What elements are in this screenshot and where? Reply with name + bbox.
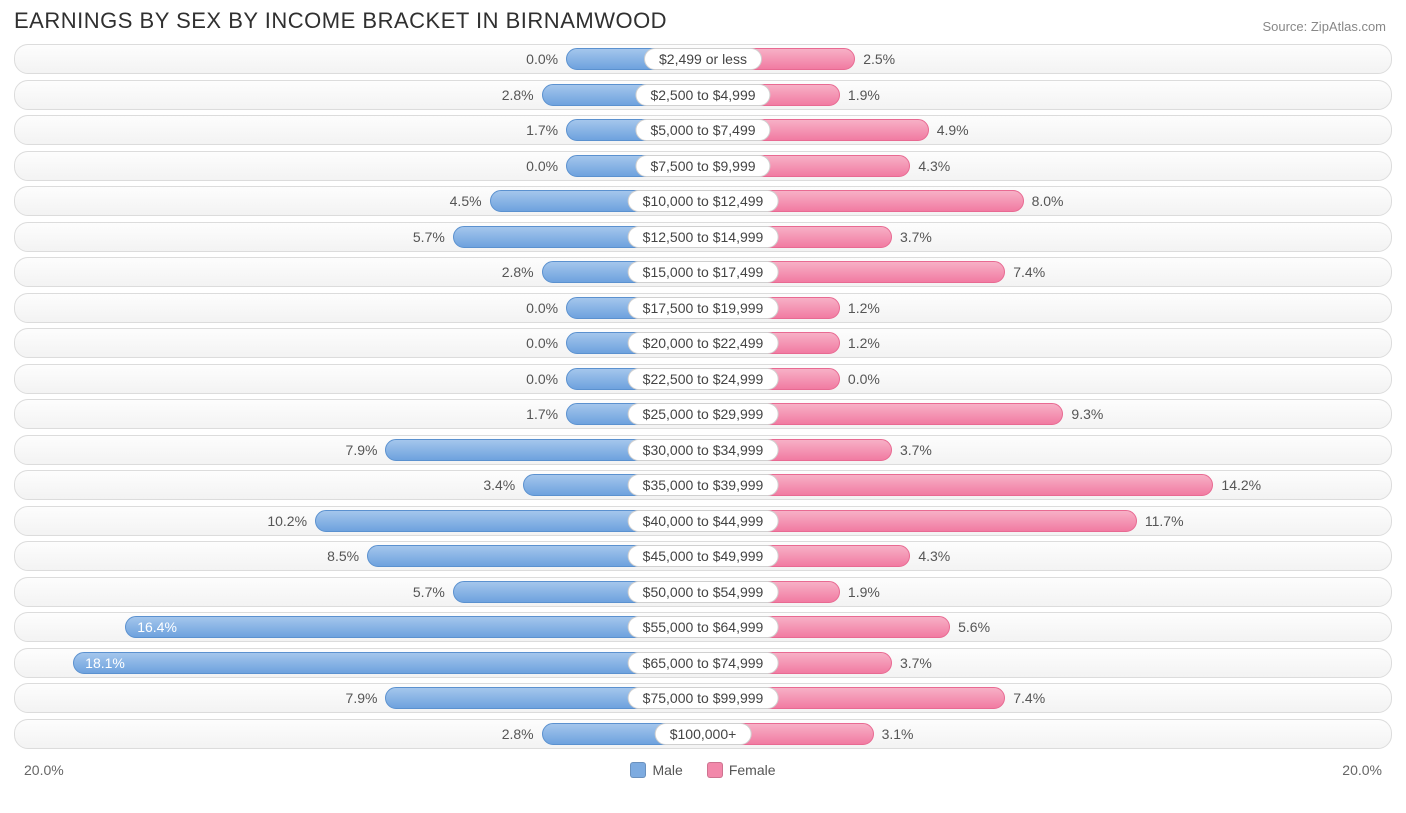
male-value-label: 0.0% — [526, 51, 558, 67]
legend-female-label: Female — [729, 762, 776, 778]
male-value-label: 0.0% — [526, 300, 558, 316]
female-value-label: 3.7% — [900, 229, 932, 245]
male-bar — [73, 652, 703, 674]
female-value-label: 2.5% — [863, 51, 895, 67]
legend: Male Female — [630, 762, 775, 778]
female-value-label: 7.4% — [1013, 264, 1045, 280]
female-value-label: 1.2% — [848, 300, 880, 316]
chart-row: 4.5% 8.0% $10,000 to $12,499 — [14, 186, 1392, 216]
butterfly-chart: 0.0% 2.5% $2,499 or less 2.8% 1.9% $2,500 to … — [0, 44, 1406, 758]
category-pill: $100,000+ — [655, 723, 752, 745]
male-value-label: 3.4% — [483, 477, 515, 493]
category-pill: $55,000 to $64,999 — [628, 616, 779, 638]
male-value-label: 10.2% — [267, 513, 307, 529]
chart-row: 7.9% 7.4% $75,000 to $99,999 — [14, 683, 1392, 713]
male-value-label: 2.8% — [502, 726, 534, 742]
category-pill: $25,000 to $29,999 — [628, 403, 779, 425]
chart-row: 10.2% 11.7% $40,000 to $44,999 — [14, 506, 1392, 536]
female-value-label: 7.4% — [1013, 690, 1045, 706]
female-value-label: 3.7% — [900, 442, 932, 458]
male-value-label: 0.0% — [526, 335, 558, 351]
male-value-label: 8.5% — [327, 548, 359, 564]
category-pill: $17,500 to $19,999 — [628, 297, 779, 319]
male-value-label: 2.8% — [502, 264, 534, 280]
chart-row: 0.0% 1.2% $17,500 to $19,999 — [14, 293, 1392, 323]
male-value-label: 5.7% — [413, 229, 445, 245]
female-value-label: 5.6% — [958, 619, 990, 635]
female-value-label: 4.3% — [918, 548, 950, 564]
category-pill: $65,000 to $74,999 — [628, 652, 779, 674]
chart-row: 1.7% 4.9% $5,000 to $7,499 — [14, 115, 1392, 145]
chart-row: 7.9% 3.7% $30,000 to $34,999 — [14, 435, 1392, 465]
chart-row: 3.4% 14.2% $35,000 to $39,999 — [14, 470, 1392, 500]
category-pill: $15,000 to $17,499 — [628, 261, 779, 283]
female-value-label: 0.0% — [848, 371, 880, 387]
axis-right-label: 20.0% — [1342, 762, 1382, 778]
chart-row: 5.7% 3.7% $12,500 to $14,999 — [14, 222, 1392, 252]
category-pill: $2,500 to $4,999 — [635, 84, 770, 106]
male-value-label: 4.5% — [450, 193, 482, 209]
chart-row: 16.4% 5.6% $55,000 to $64,999 — [14, 612, 1392, 642]
female-value-label: 14.2% — [1221, 477, 1261, 493]
chart-row: 0.0% 2.5% $2,499 or less — [14, 44, 1392, 74]
category-pill: $20,000 to $22,499 — [628, 332, 779, 354]
female-value-label: 3.7% — [900, 655, 932, 671]
female-value-label: 11.7% — [1145, 513, 1184, 529]
category-pill: $35,000 to $39,999 — [628, 474, 779, 496]
male-value-label: 7.9% — [346, 442, 378, 458]
female-swatch — [707, 762, 723, 778]
chart-title: EARNINGS BY SEX BY INCOME BRACKET IN BIR… — [14, 8, 667, 34]
chart-row: 0.0% 4.3% $7,500 to $9,999 — [14, 151, 1392, 181]
male-swatch — [630, 762, 646, 778]
category-pill: $12,500 to $14,999 — [628, 226, 779, 248]
female-value-label: 3.1% — [882, 726, 914, 742]
chart-row: 5.7% 1.9% $50,000 to $54,999 — [14, 577, 1392, 607]
axis-left-label: 20.0% — [24, 762, 64, 778]
category-pill: $50,000 to $54,999 — [628, 581, 779, 603]
chart-header: EARNINGS BY SEX BY INCOME BRACKET IN BIR… — [0, 0, 1406, 44]
category-pill: $40,000 to $44,999 — [628, 510, 779, 532]
category-pill: $5,000 to $7,499 — [635, 119, 770, 141]
male-value-label: 1.7% — [526, 122, 558, 138]
axis-row: 20.0% Male Female 20.0% — [0, 758, 1406, 778]
female-value-label: 1.9% — [848, 584, 880, 600]
female-value-label: 1.2% — [848, 335, 880, 351]
legend-male-label: Male — [652, 762, 682, 778]
male-value-label: 0.0% — [526, 371, 558, 387]
chart-row: 2.8% 3.1% $100,000+ — [14, 719, 1392, 749]
male-value-label: 2.8% — [502, 87, 534, 103]
chart-row: 0.0% 0.0% $22,500 to $24,999 — [14, 364, 1392, 394]
chart-row: 2.8% 1.9% $2,500 to $4,999 — [14, 80, 1392, 110]
chart-row: 18.1% 3.7% $65,000 to $74,999 — [14, 648, 1392, 678]
male-bar — [125, 616, 703, 638]
chart-source: Source: ZipAtlas.com — [1262, 19, 1386, 34]
chart-row: 8.5% 4.3% $45,000 to $49,999 — [14, 541, 1392, 571]
chart-row: 2.8% 7.4% $15,000 to $17,499 — [14, 257, 1392, 287]
legend-female: Female — [707, 762, 776, 778]
female-value-label: 4.3% — [918, 158, 950, 174]
male-value-label: 1.7% — [526, 406, 558, 422]
category-pill: $45,000 to $49,999 — [628, 545, 779, 567]
chart-row: 0.0% 1.2% $20,000 to $22,499 — [14, 328, 1392, 358]
category-pill: $10,000 to $12,499 — [628, 190, 779, 212]
male-value-label: 7.9% — [346, 690, 378, 706]
male-value-label: 0.0% — [526, 158, 558, 174]
category-pill: $30,000 to $34,999 — [628, 439, 779, 461]
category-pill: $22,500 to $24,999 — [628, 368, 779, 390]
category-pill: $2,499 or less — [644, 48, 762, 70]
male-value-label: 18.1% — [85, 655, 125, 671]
female-value-label: 8.0% — [1032, 193, 1064, 209]
female-bar — [703, 474, 1213, 496]
female-value-label: 1.9% — [848, 87, 880, 103]
male-value-label: 5.7% — [413, 584, 445, 600]
female-value-label: 9.3% — [1071, 406, 1103, 422]
legend-male: Male — [630, 762, 682, 778]
category-pill: $75,000 to $99,999 — [628, 687, 779, 709]
category-pill: $7,500 to $9,999 — [635, 155, 770, 177]
male-value-label: 16.4% — [137, 619, 177, 635]
female-value-label: 4.9% — [937, 122, 969, 138]
chart-row: 1.7% 9.3% $25,000 to $29,999 — [14, 399, 1392, 429]
